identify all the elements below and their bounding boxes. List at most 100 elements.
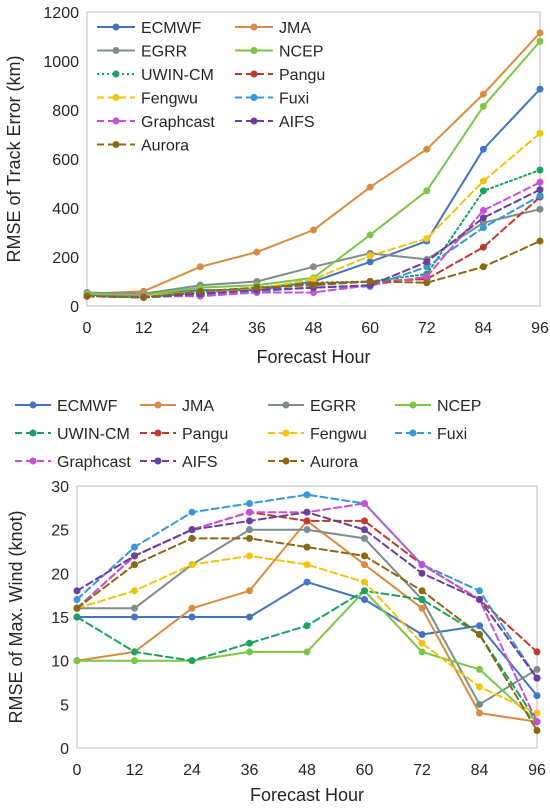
legend-label: UWIN-CM [141, 67, 214, 84]
data-point-pangu [479, 243, 487, 251]
legend-label: Fuxi [279, 91, 309, 108]
data-point-graphcast [479, 206, 487, 214]
data-point-aurora [479, 263, 487, 271]
data-point-aifs [246, 517, 253, 525]
legend-marker-fengwu [282, 429, 290, 437]
data-point-aifs [418, 569, 426, 577]
data-point-ecmwf [303, 578, 311, 586]
data-point-fengwu [479, 177, 487, 185]
legend-label: AIFS [182, 454, 218, 471]
data-point-egrr [479, 219, 487, 227]
data-point-ncep [536, 37, 544, 45]
legend-label: Aurora [310, 454, 358, 471]
x-axis-label: Forecast Hour [250, 785, 364, 805]
x-tick-label: 60 [356, 762, 374, 779]
legend-label: Aurora [141, 138, 189, 155]
data-point-aifs [476, 596, 483, 604]
data-point-fuxi [476, 587, 483, 595]
legend-background [91, 14, 335, 202]
legend-label: Fengwu [141, 91, 198, 108]
x-tick-label: 72 [413, 762, 431, 779]
x-tick-label: 12 [126, 762, 144, 779]
y-tick-label: 400 [52, 201, 79, 218]
x-tick-label: 12 [135, 320, 153, 337]
legend-label: UWIN-CM [57, 426, 130, 443]
data-point-aifs [536, 186, 544, 194]
legend-marker-pangu [250, 70, 258, 78]
data-point-uwin-cm [361, 587, 368, 595]
y-tick-label: 800 [52, 103, 79, 120]
data-point-ncep [366, 231, 374, 239]
series-line-aurora [76, 537, 538, 732]
data-point-aurora [246, 534, 253, 542]
data-point-graphcast [418, 561, 426, 569]
data-point-aurora [303, 543, 311, 551]
legend-marker-aurora [112, 141, 120, 148]
data-point-pangu [533, 648, 541, 656]
x-tick-label: 36 [241, 762, 259, 779]
y-tick-label: 30 [51, 479, 69, 496]
data-point-aurora [73, 604, 81, 612]
data-point-aurora [418, 587, 426, 595]
data-point-aurora [188, 534, 196, 542]
legend-label: EGRR [310, 398, 356, 415]
data-point-fengwu [246, 552, 253, 560]
legend-marker-fuxi [409, 429, 417, 437]
data-point-jma [246, 587, 253, 595]
data-point-ncep [131, 657, 138, 665]
data-point-ecmwf [361, 596, 368, 604]
legend-marker-jma [154, 401, 162, 409]
y-tick-label: 200 [52, 250, 79, 267]
data-point-ecmwf [476, 622, 483, 630]
legend: ECMWF JMA EGRR NCEP UWIN-CM Pangu Fengwu Fuxi Gr… [91, 14, 335, 202]
data-point-fuxi [131, 543, 138, 551]
data-point-graphcast [246, 508, 253, 516]
data-point-fengwu [423, 235, 431, 243]
data-point-uwin-cm [536, 166, 544, 174]
y-tick-label: 1200 [43, 5, 79, 22]
y-tick-label: 0 [60, 741, 69, 758]
y-tick-label: 25 [51, 523, 69, 540]
data-point-jma [366, 183, 374, 191]
y-axis-label: RMSE of Track Error (km) [4, 55, 24, 262]
data-point-aifs [423, 258, 431, 266]
x-tick-label: 24 [191, 320, 209, 337]
data-point-aurora [476, 630, 483, 638]
x-tick-label: 72 [418, 320, 436, 337]
data-point-aurora [366, 278, 374, 285]
data-point-jma [361, 561, 368, 569]
data-point-fengwu [533, 709, 541, 717]
data-point-aifs [131, 552, 138, 560]
y-tick-label: 1000 [43, 54, 79, 71]
data-point-ecmwf [366, 258, 374, 266]
x-tick-label: 60 [361, 320, 379, 337]
x-tick-label: 0 [73, 762, 82, 779]
legend-marker-pangu [154, 429, 162, 437]
data-point-aifs [361, 526, 368, 534]
data-point-aurora [83, 292, 91, 300]
data-point-fuxi [536, 192, 544, 200]
max-wind-chart: 0 5 10 15 20 25 30 0 12 24 36 48 60 72 84 96 Forecast Ho… [6, 398, 546, 805]
y-tick-label: 15 [51, 610, 69, 627]
legend-marker-uwin-cm [112, 70, 120, 78]
legend-label: ECMWF [141, 20, 202, 37]
data-point-ecmwf [131, 613, 138, 621]
data-point-fuxi [246, 499, 253, 507]
data-point-ecmwf [533, 692, 541, 700]
data-point-egrr [131, 604, 138, 612]
x-tick-label: 84 [474, 320, 492, 337]
data-point-aifs [533, 674, 541, 682]
legend-marker-ncep [250, 47, 258, 54]
data-point-egrr [536, 205, 544, 213]
data-point-jma [476, 709, 483, 717]
x-tick-label: 48 [298, 762, 316, 779]
data-point-jma [196, 263, 204, 271]
data-point-ncep [476, 665, 483, 673]
y-tick-label: 20 [51, 566, 69, 583]
legend-label: Fengwu [310, 426, 367, 443]
data-point-fengwu [131, 587, 138, 595]
data-point-egrr [303, 526, 311, 534]
legend-label: AIFS [279, 114, 315, 131]
data-point-fengwu [188, 561, 196, 569]
y-tick-label: 10 [51, 654, 69, 671]
